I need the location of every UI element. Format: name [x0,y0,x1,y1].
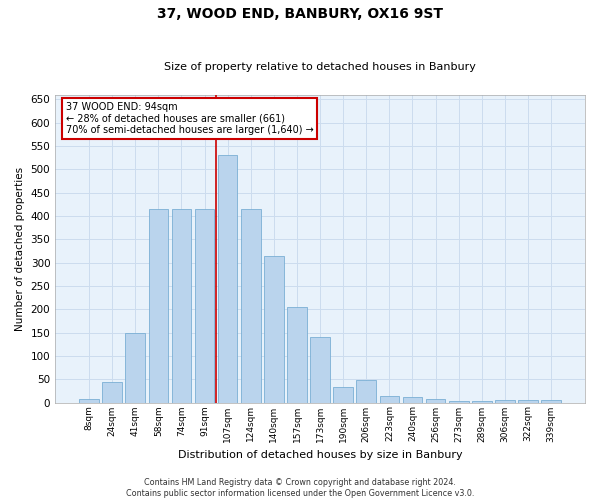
Bar [380,396,399,402]
Bar [356,380,376,402]
Bar [218,155,238,402]
Bar [541,400,561,402]
Bar [449,401,469,402]
Text: 37, WOOD END, BANBURY, OX16 9ST: 37, WOOD END, BANBURY, OX16 9ST [157,8,443,22]
Text: Contains HM Land Registry data © Crown copyright and database right 2024.
Contai: Contains HM Land Registry data © Crown c… [126,478,474,498]
Bar [495,400,515,402]
Bar [172,209,191,402]
Bar [310,337,330,402]
Bar [149,209,168,402]
Bar [103,382,122,402]
Bar [241,209,260,402]
Bar [195,209,214,402]
Bar [334,387,353,402]
Bar [287,307,307,402]
Y-axis label: Number of detached properties: Number of detached properties [15,166,25,330]
Bar [79,399,99,402]
Bar [264,256,284,402]
Bar [518,400,538,402]
Bar [426,399,445,402]
Bar [125,332,145,402]
Bar [403,397,422,402]
Bar [472,401,491,402]
Text: 37 WOOD END: 94sqm
← 28% of detached houses are smaller (661)
70% of semi-detach: 37 WOOD END: 94sqm ← 28% of detached hou… [66,102,314,136]
Title: Size of property relative to detached houses in Banbury: Size of property relative to detached ho… [164,62,476,72]
X-axis label: Distribution of detached houses by size in Banbury: Distribution of detached houses by size … [178,450,463,460]
